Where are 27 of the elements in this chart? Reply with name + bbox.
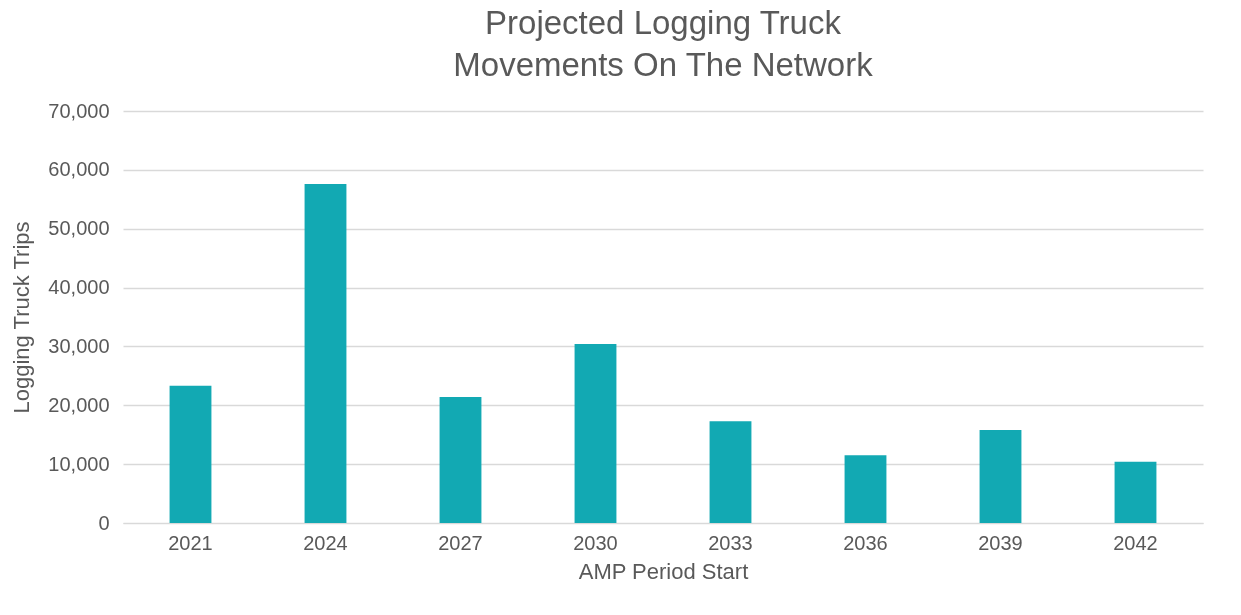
x-tick-label: 2021: [168, 531, 213, 554]
bar: [439, 397, 482, 523]
x-tick-label: 2036: [843, 531, 888, 554]
bar: [304, 183, 347, 523]
x-tick-label: 2027: [438, 531, 483, 554]
x-axis-title: AMP Period Start: [578, 558, 749, 584]
y-tick-label: 60,000: [48, 158, 110, 181]
y-tick-label: 70,000: [48, 99, 110, 122]
x-tick-label: 2042: [1113, 531, 1158, 554]
y-tick-label: 10,000: [48, 452, 110, 475]
bar: [979, 430, 1022, 523]
y-tick-label: 30,000: [48, 334, 110, 357]
y-tick-label: 20,000: [48, 393, 110, 416]
y-axis-title: Logging Truck Trips: [9, 221, 35, 414]
x-tick-label: 2033: [708, 531, 753, 554]
x-tick-label: 2024: [303, 531, 348, 554]
bar: [1114, 461, 1157, 523]
bar: [169, 385, 212, 523]
y-tick-label: 50,000: [48, 217, 110, 240]
bar: [709, 421, 752, 523]
bar: [574, 344, 617, 523]
x-tick-label: 2039: [978, 531, 1023, 554]
y-tick-label: 0: [98, 511, 110, 534]
y-tick-label: 40,000: [48, 276, 110, 299]
bar: [844, 455, 887, 523]
x-tick-label: 2030: [573, 531, 618, 554]
chart-title: Projected Logging Truck Movements On The Network: [453, 4, 874, 83]
